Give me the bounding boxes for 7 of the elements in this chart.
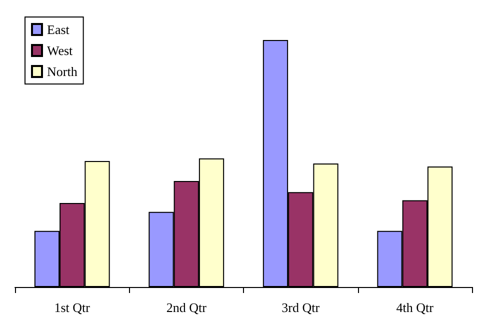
x-tick-label: 3rd Qtr [282, 300, 320, 315]
legend-label: East [47, 22, 70, 37]
legend-label: North [47, 64, 78, 79]
x-tick-label: 4th Qtr [396, 300, 434, 315]
legend-label: West [47, 43, 74, 58]
x-tick-label: 2nd Qtr [166, 300, 208, 315]
x-tick-label: 1st Qtr [54, 300, 91, 315]
